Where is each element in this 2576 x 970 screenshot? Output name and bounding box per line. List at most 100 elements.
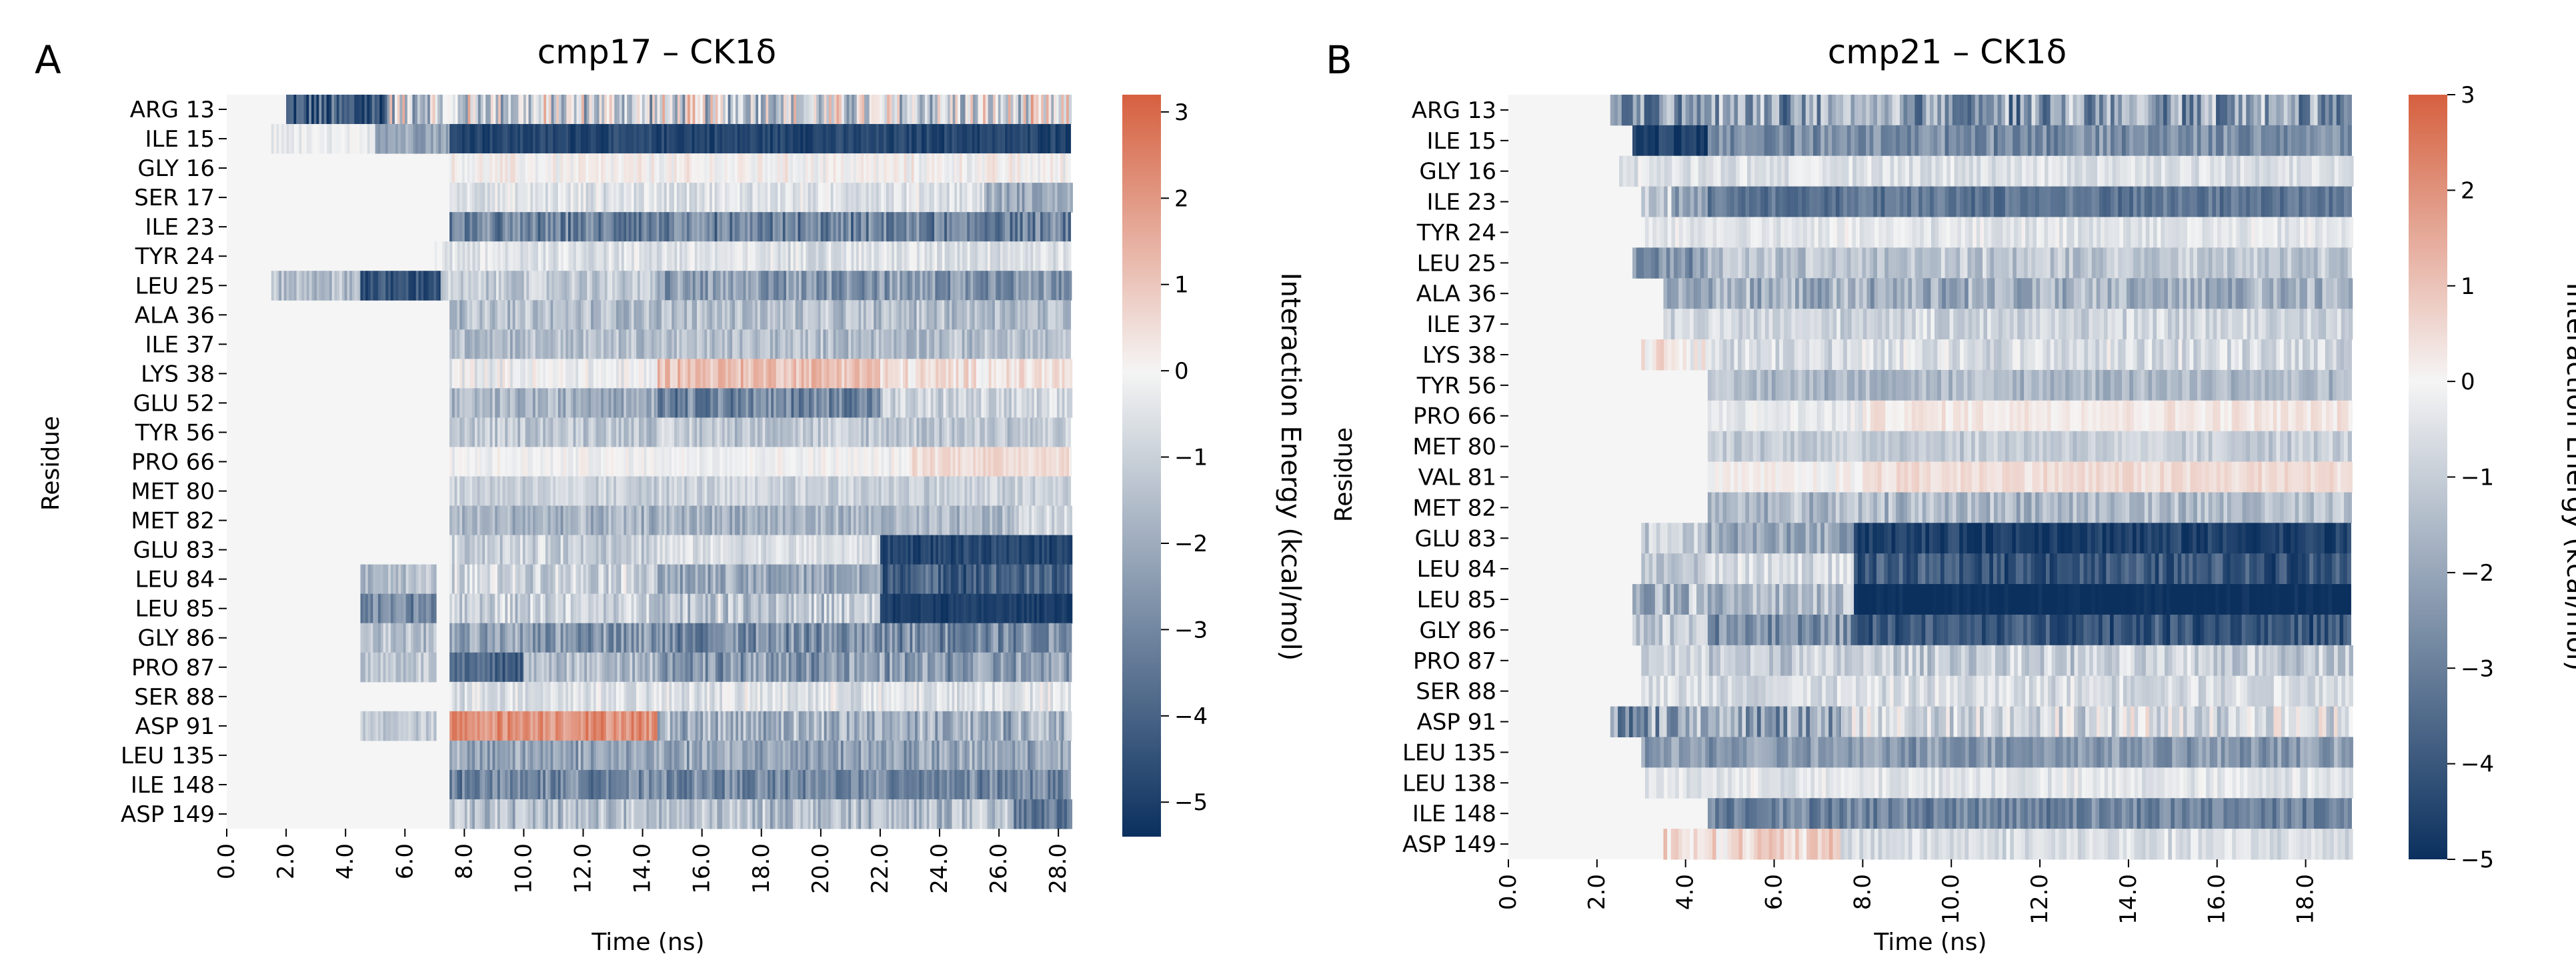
heatmap-cell [1064,183,1068,213]
heatmap-cell [591,300,594,330]
heatmap-cell [522,359,526,389]
heatmap-cell [761,388,764,418]
heatmap-cell [502,300,505,330]
heatmap-cell [803,212,806,242]
heatmap-cell [502,593,505,624]
heatmap-cell [878,476,882,507]
heatmap-cell [472,241,475,271]
heatmap-cell [362,124,365,154]
heatmap-cell [563,95,567,125]
heatmap-cell [976,593,980,624]
heatmap-cell [737,300,741,330]
heatmap-cell [722,417,726,447]
heatmap-cell [591,623,594,653]
heatmap-cell [505,447,508,477]
heatmap-cell [795,212,799,242]
heatmap-cell [1004,388,1007,418]
heatmap-cell [900,388,904,418]
heatmap-cell [933,564,936,595]
heatmap-cell [869,623,873,653]
heatmap-cell [851,447,854,477]
heatmap-cell [826,593,830,624]
heatmap-cell [804,535,807,565]
heatmap-cell [823,183,826,213]
heatmap-cell [780,241,784,271]
heatmap-cell [403,564,407,595]
heatmap-cell [804,388,807,418]
heatmap-cell [679,329,682,359]
heatmap-cell [492,183,495,213]
heatmap-cell [944,153,948,183]
heatmap-cell [477,241,481,271]
heatmap-cell [874,359,878,389]
heatmap-cell [535,505,539,536]
heatmap-cell [939,212,942,242]
heatmap-cell [1059,564,1063,595]
heatmap-cell [679,505,682,536]
heatmap-cell [762,300,766,330]
heatmap-cell [537,447,541,477]
heatmap-cell [383,124,386,154]
heatmap-cell [563,241,567,271]
heatmap-cell [994,183,998,213]
heatmap-cell [415,623,419,653]
heatmap-cell [1009,359,1012,389]
residue-label: GLU 83 [133,537,215,564]
heatmap-cell [515,153,518,183]
heatmap-cell [904,95,908,125]
heatmap-cell [914,241,918,271]
heatmap-cell [608,212,611,242]
heatmap-cell [930,388,934,418]
heatmap-cell [646,476,650,507]
heatmap-cell [943,564,946,595]
heatmap-cell [618,447,622,477]
heatmap-cell [530,212,533,242]
heatmap-cell [481,271,484,301]
heatmap-cell [692,212,695,242]
heatmap-cell [505,329,508,359]
heatmap-cell [601,241,605,271]
heatmap-cell [936,564,939,595]
heatmap-cell [834,388,838,418]
heatmap-cell [743,593,746,624]
heatmap-cell [908,535,911,565]
heatmap-cell [982,124,986,154]
heatmap-cell [585,359,589,389]
heatmap-cell [641,95,646,125]
heatmap-cell [780,417,784,447]
heatmap-cell [485,300,488,330]
heatmap-cell [553,300,556,330]
heatmap-cell [776,95,779,125]
heatmap-cell [605,505,609,536]
heatmap-cell [738,388,742,418]
heatmap-cell [563,623,566,653]
heatmap-cell [894,476,897,507]
heatmap-cell [641,505,645,536]
heatmap-cell [924,95,928,125]
heatmap-cell [730,95,734,125]
heatmap-cell [964,476,968,507]
heatmap-cell [916,300,920,330]
heatmap-cell [939,153,942,183]
heatmap-cell [603,153,607,183]
heatmap-cell [922,505,925,536]
heatmap-cell [738,359,742,389]
heatmap-cell [1008,241,1011,271]
heatmap-cell [360,593,363,624]
heatmap-cell [633,153,637,183]
heatmap-cell [626,300,629,330]
heatmap-cell [778,153,781,183]
heatmap-cell [676,417,680,447]
heatmap-cell [323,95,327,125]
heatmap-cell [743,623,746,653]
heatmap-cell [623,535,627,565]
heatmap-cell [929,329,932,359]
heatmap-cell [755,417,758,447]
heatmap-cell [553,329,556,359]
heatmap-cell [1046,388,1050,418]
heatmap-cell [869,535,873,565]
heatmap-cell [945,447,948,477]
heatmap-cell [818,124,822,154]
heatmap-cell [742,300,746,330]
heatmap-cell [651,212,655,242]
